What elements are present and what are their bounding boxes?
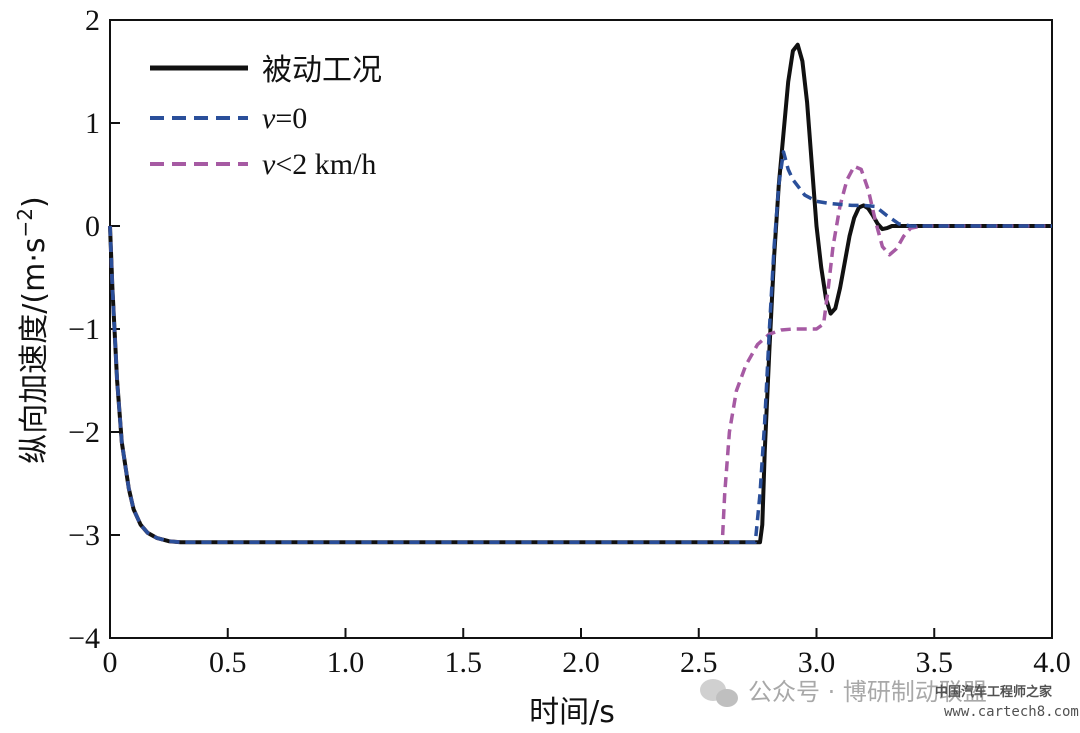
y-axis-title-sup: −2 [13,208,37,237]
legend-label-passive: 被动工况 [262,53,382,88]
x-axis-ticks: 0 0.5 1.0 1.5 2.0 2.5 3.0 3.5 4.0 [103,628,1071,679]
x-axis-title: 时间/s [529,695,615,730]
x-tick-label: 1.5 [445,646,483,679]
legend-label-v0-var: v [262,102,276,135]
x-tick-label: 2.5 [680,646,718,679]
y-tick-label: 2 [85,4,100,37]
x-tick-label: 0 [103,646,118,679]
legend-label-vlt2-rest: <2 km/h [275,148,376,181]
y-tick-label: 1 [85,107,100,140]
watermark-url: www.cartech8.com [944,704,1079,720]
legend-item-passive: 被动工况 [150,53,382,88]
plot-frame [109,19,1053,639]
y-axis-title: 纵向加速度/(m·s−2) [13,196,52,463]
series-layer [108,42,1052,545]
x-tick-label: 2.0 [562,646,600,679]
legend-label-v0-rest: =0 [275,102,307,135]
watermark-logo-line: 中国汽车工程师之家 [935,684,1053,700]
watermark: 公众号 · 博研制动联盟 中国汽车工程师之家 www.cartech8.com [700,678,1079,720]
watermark-text: 公众号 · 博研制动联盟 [748,678,987,706]
x-tick-label: 3.0 [798,646,836,679]
legend-label-vlt2: v<2 km/h [262,148,376,181]
y-axis-ticks: 2 1 0 −1 −2 −3 −4 [68,4,120,655]
series-line-vlt2 [108,164,1052,544]
wechat-icon [700,679,738,707]
y-tick-label: 0 [85,210,100,243]
x-tick-label: 0.5 [209,646,247,679]
legend-label-vlt2-var: v [262,148,276,181]
x-tick-label: 1.0 [327,646,365,679]
legend-item-vlt2: v<2 km/h [150,148,376,181]
y-tick-label: −1 [68,313,100,346]
series-line-passive [108,42,1052,545]
legend: 被动工况 v=0 v<2 km/h [150,53,382,181]
legend-label-v0: v=0 [262,102,307,135]
y-tick-label: −2 [68,416,100,449]
series-line-v0 [108,150,1052,544]
x-tick-label: 4.0 [1033,646,1071,679]
y-axis-title-close: ) [17,196,52,208]
y-axis-title-main: 纵向加速度/(m·s [17,238,52,464]
y-tick-label: −3 [68,519,100,552]
legend-item-v0: v=0 [150,102,307,135]
y-tick-label: −4 [68,622,100,655]
x-tick-label: 3.5 [916,646,954,679]
